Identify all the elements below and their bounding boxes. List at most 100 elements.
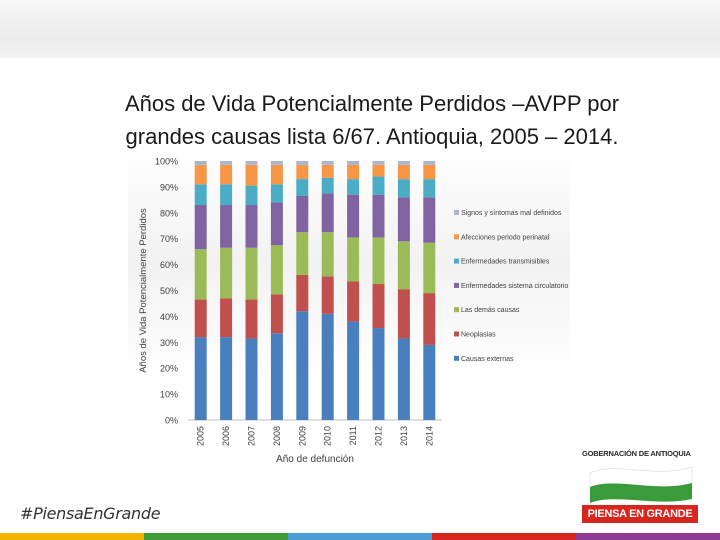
x-tick-label: 2007 xyxy=(247,426,257,446)
flag-icon xyxy=(589,466,693,503)
legend-swatch xyxy=(454,307,459,313)
legend-swatch xyxy=(454,210,459,215)
title-line-2: grandes causas lista 6/67. Antioquia, 20… xyxy=(125,123,619,149)
bar-segment xyxy=(372,161,385,165)
y-tick-label: 50% xyxy=(160,286,178,296)
legend-label: Causas externas xyxy=(461,356,514,363)
bar-segment xyxy=(321,313,334,420)
bar-segment xyxy=(423,161,436,165)
logo-slogan: PIENSA EN GRANDE xyxy=(582,505,698,523)
bar-segment xyxy=(397,179,410,198)
bar-segment xyxy=(220,205,233,248)
y-tick-label: 80% xyxy=(160,208,178,218)
bar-segment xyxy=(321,164,334,178)
bar-segment xyxy=(296,274,309,312)
bar-segment xyxy=(296,311,309,420)
bar-segment xyxy=(423,179,436,198)
x-tick-label: 2010 xyxy=(323,426,333,446)
bar-segment xyxy=(194,161,207,165)
bar-segment xyxy=(423,197,436,243)
bar-segment xyxy=(423,164,436,180)
bar-segment xyxy=(321,276,334,314)
y-tick-label: 40% xyxy=(160,312,178,322)
bar-segment xyxy=(397,289,410,339)
x-tick-label: 2013 xyxy=(399,426,409,446)
bar-segment xyxy=(270,184,283,203)
bar-segment xyxy=(220,161,233,165)
bar-segment xyxy=(245,161,258,165)
legend-swatch xyxy=(454,355,459,361)
y-tick-label: 30% xyxy=(160,338,178,348)
bar-segment xyxy=(220,164,233,185)
bar-segment xyxy=(372,328,385,420)
y-tick-label: 20% xyxy=(160,364,178,374)
bar-segment xyxy=(372,176,385,195)
footer-color-segment xyxy=(432,533,576,540)
bar-segment xyxy=(347,321,360,420)
bar-segment xyxy=(296,195,309,233)
legend-label: Afecciones periodo perinatal xyxy=(461,234,550,241)
bar-segment xyxy=(347,179,360,195)
bar-segment xyxy=(245,247,258,300)
bar-segment xyxy=(423,242,436,294)
legend-label: Enfermedades transmisibles xyxy=(461,259,550,266)
bar-segment xyxy=(194,299,207,338)
bar-segment xyxy=(296,161,309,165)
hashtag-text: #PiensaEnGrande xyxy=(20,504,161,523)
bar-segment xyxy=(270,164,283,185)
y-tick-label: 60% xyxy=(160,260,178,270)
y-tick-label: 70% xyxy=(160,234,178,244)
bar-segment xyxy=(296,179,309,196)
bar-segment xyxy=(372,284,385,329)
legend-label: Signos y síntomas mal definidos xyxy=(461,210,562,217)
bar-segment xyxy=(321,193,334,233)
bar-segment xyxy=(347,281,360,322)
legend-swatch xyxy=(454,234,459,240)
footer-color-bar xyxy=(0,533,720,540)
bar-segment xyxy=(220,337,233,420)
bar-segment xyxy=(296,232,309,275)
x-tick-label: 2012 xyxy=(374,426,384,446)
bar-segment xyxy=(347,161,360,165)
legend-swatch xyxy=(454,282,459,288)
footer-color-segment xyxy=(576,533,720,540)
header-band xyxy=(0,0,720,58)
bar-segment xyxy=(194,337,207,420)
bar-segment xyxy=(397,197,410,242)
bar-segment xyxy=(245,338,258,420)
bar-segment xyxy=(270,202,283,246)
bar-segment xyxy=(347,237,360,282)
bar-segment xyxy=(397,338,410,420)
x-tick-label: 2009 xyxy=(297,426,307,446)
bar-segment xyxy=(194,249,207,300)
footer-color-segment xyxy=(288,533,432,540)
x-tick-label: 2005 xyxy=(196,426,206,446)
legend-swatch xyxy=(454,331,459,337)
bar-segment xyxy=(220,247,233,299)
bar-segment xyxy=(423,344,436,420)
x-axis-title: Año de defunción xyxy=(276,454,354,465)
bar-segment xyxy=(245,299,258,339)
bar-segment xyxy=(245,185,258,206)
x-tick-label: 2011 xyxy=(348,426,358,445)
x-tick-label: 2008 xyxy=(272,426,282,446)
bar-segment xyxy=(270,294,283,334)
bar-segment xyxy=(194,184,207,206)
bar-segment xyxy=(321,177,334,194)
bar-segment xyxy=(220,298,233,338)
bar-segment xyxy=(270,161,283,165)
bar-segment xyxy=(270,245,283,295)
bar-segment xyxy=(321,232,334,277)
y-tick-label: 90% xyxy=(160,182,178,192)
legend-label: Neoplasias xyxy=(461,332,496,339)
legend-swatch xyxy=(454,258,459,264)
x-tick-label: 2014 xyxy=(424,426,434,446)
page-title: Años de Vida Potencialmente Perdidos –AV… xyxy=(62,87,682,153)
bar-segment xyxy=(347,194,360,238)
bar-segment xyxy=(194,205,207,250)
stacked-bar-chart: 0% 10% 20% 30% 40% 50% 60% 70% 80% 90% 100% 2005 200… xyxy=(138,157,568,466)
y-tick-label: 0% xyxy=(165,416,178,426)
legend-label: Las demás causas xyxy=(461,307,520,314)
logo-org-name: GOBERNACIÓN DE ANTIOQUIA xyxy=(582,449,691,458)
bar-segment xyxy=(372,194,385,238)
